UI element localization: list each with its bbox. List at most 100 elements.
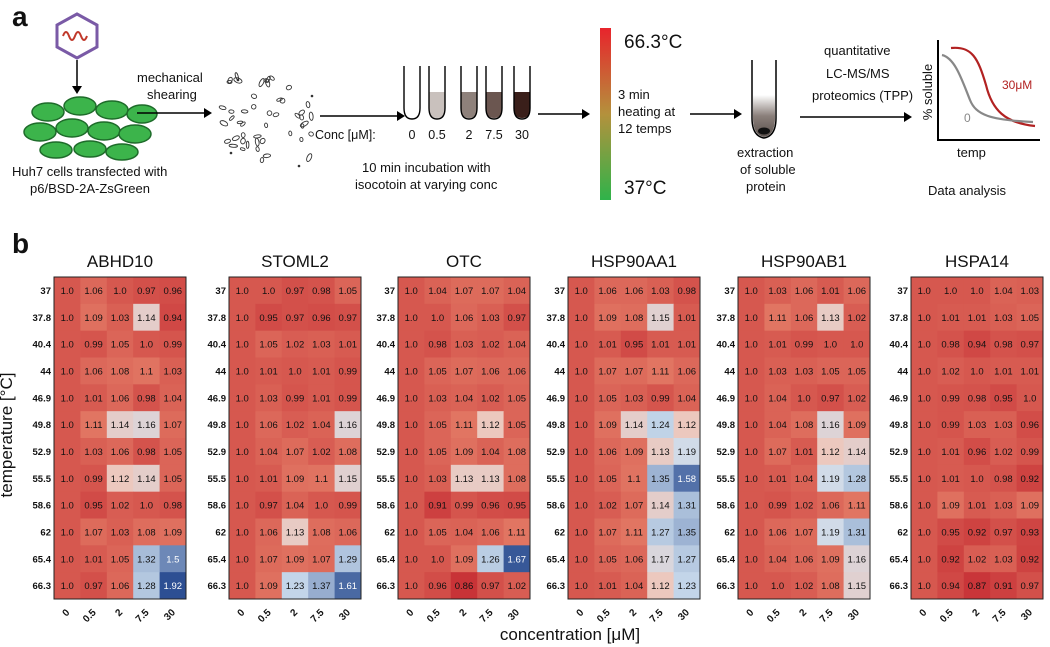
x-tick-label: 0 <box>405 607 417 619</box>
heatmap-cell <box>568 330 595 358</box>
cell-value: 1.01 <box>968 501 987 512</box>
heatmap-cell <box>620 330 648 358</box>
heatmap-cell <box>80 464 108 493</box>
cell-value: 1.06 <box>259 420 278 431</box>
heatmap-cell <box>843 572 871 600</box>
heatmap-cell <box>229 303 256 332</box>
heatmap-cell <box>477 384 504 412</box>
heatmap-cell <box>764 411 792 439</box>
heatmap-cell <box>398 330 425 358</box>
y-tick-label: 65.4 <box>377 554 396 565</box>
heatmap-cell <box>106 464 134 493</box>
cell-value: 1.16 <box>339 420 358 431</box>
y-tick-label: 37 <box>215 286 226 297</box>
heatmap-cell <box>398 572 425 600</box>
cell-value: 1.09 <box>848 420 867 431</box>
incubation-caption-1: 10 min incubation with <box>362 160 491 175</box>
cell-value: 1.05 <box>508 393 527 404</box>
cells-caption-1: Huh7 cells transfected with <box>12 164 167 179</box>
heatmap-cell <box>937 438 965 466</box>
cell-value: 1.06 <box>259 527 278 538</box>
debris-dot <box>297 164 301 168</box>
cell-value: 1.03 <box>111 313 130 324</box>
debris-fragment <box>224 138 231 144</box>
heatmap-cell <box>450 491 478 519</box>
cell-value: 1.0 <box>918 313 931 324</box>
cell-value: 1.35 <box>678 527 697 538</box>
cell-value: 0.99 <box>651 393 670 404</box>
cell-value: 1.01 <box>941 474 960 485</box>
heatmap-cell <box>1016 384 1044 412</box>
heatmap-cell <box>398 357 425 385</box>
heatmap-cell <box>255 303 283 332</box>
cell-value: 1.06 <box>678 366 697 377</box>
y-tick-label: 44 <box>724 366 735 377</box>
heatmap-frame <box>910 276 1044 600</box>
debris-fragment <box>300 123 305 129</box>
heatmap-cell <box>308 384 335 412</box>
heatmap-cell <box>790 277 818 305</box>
heatmap-cell <box>738 357 765 385</box>
heatmap-cell <box>308 545 335 573</box>
cell-value: 1.07 <box>598 366 617 377</box>
temp-low-label: 37°C <box>624 178 666 199</box>
cell-value: 1.01 <box>84 393 103 404</box>
heatmap-cell <box>790 491 818 519</box>
cell-value: 1.0 <box>405 581 418 592</box>
cell-value: 0.96 <box>312 313 331 324</box>
y-tick-label: 44 <box>40 366 51 377</box>
cell-value: 1.02 <box>795 581 814 592</box>
cell-value: 1.0 <box>575 501 588 512</box>
heatmap-cell <box>255 438 283 466</box>
heatmap-cell <box>424 518 452 546</box>
heatmap-cell <box>229 411 256 439</box>
y-tick-label: 62 <box>384 527 395 538</box>
x-tick-label: 30 <box>162 607 178 623</box>
x-tick-label: 0 <box>61 607 73 619</box>
heatmap-ylabel: temperature [°C] <box>0 373 16 498</box>
cell-value: 0.98 <box>678 286 697 297</box>
heatmap-cell <box>647 438 674 466</box>
heatmap-cell <box>159 277 187 305</box>
cell-value: 1.05 <box>428 420 447 431</box>
heatmap-cell <box>843 491 871 519</box>
heatmap-cell <box>281 438 309 466</box>
heatmap-cell <box>133 411 160 439</box>
cell-value: 0.99 <box>795 340 814 351</box>
cell-value: 1.13 <box>481 474 500 485</box>
cell-value: 1.0 <box>140 340 153 351</box>
heatmap-frame <box>567 276 701 600</box>
y-tick-label: 55.5 <box>890 474 909 485</box>
heatmap-cell <box>937 277 965 305</box>
cell-value: 1.0 <box>575 420 588 431</box>
heatmap-cell <box>817 411 844 439</box>
heatmap-cell <box>133 277 160 305</box>
heatmap-cell <box>159 518 187 546</box>
heatmap-cell <box>133 518 160 546</box>
cell-value: 0.95 <box>84 501 103 512</box>
y-tick-label: 62 <box>724 527 735 538</box>
cell-value: 0.92 <box>941 554 960 565</box>
cell-value: 1.0 <box>236 286 249 297</box>
heatmap-cell <box>281 411 309 439</box>
cell-value: 1.0 <box>575 527 588 538</box>
heatmap-cell <box>817 491 844 519</box>
debris-fragment <box>240 109 249 114</box>
cell-value: 1.0 <box>61 313 74 324</box>
heatmap-cell <box>1016 277 1044 305</box>
x-tick-label: 0.5 <box>595 607 613 625</box>
cell-value: 1.09 <box>625 447 644 458</box>
y-tick-label: 62 <box>40 527 51 538</box>
cell-value: 1.0 <box>61 447 74 458</box>
heatmap-cell <box>281 464 309 493</box>
plot-ylabel: % soluble <box>920 64 935 120</box>
heatmap-cell <box>620 464 648 493</box>
heatmap-cell <box>503 303 531 332</box>
cell-value: 0.99 <box>941 393 960 404</box>
cell-value: 1.19 <box>678 447 697 458</box>
cell-value: 1.23 <box>286 581 305 592</box>
heatmap-cell <box>817 384 844 412</box>
debris-fragment <box>219 120 229 127</box>
heatmap-cell <box>817 330 844 358</box>
x-tick-label: 2 <box>457 607 469 619</box>
